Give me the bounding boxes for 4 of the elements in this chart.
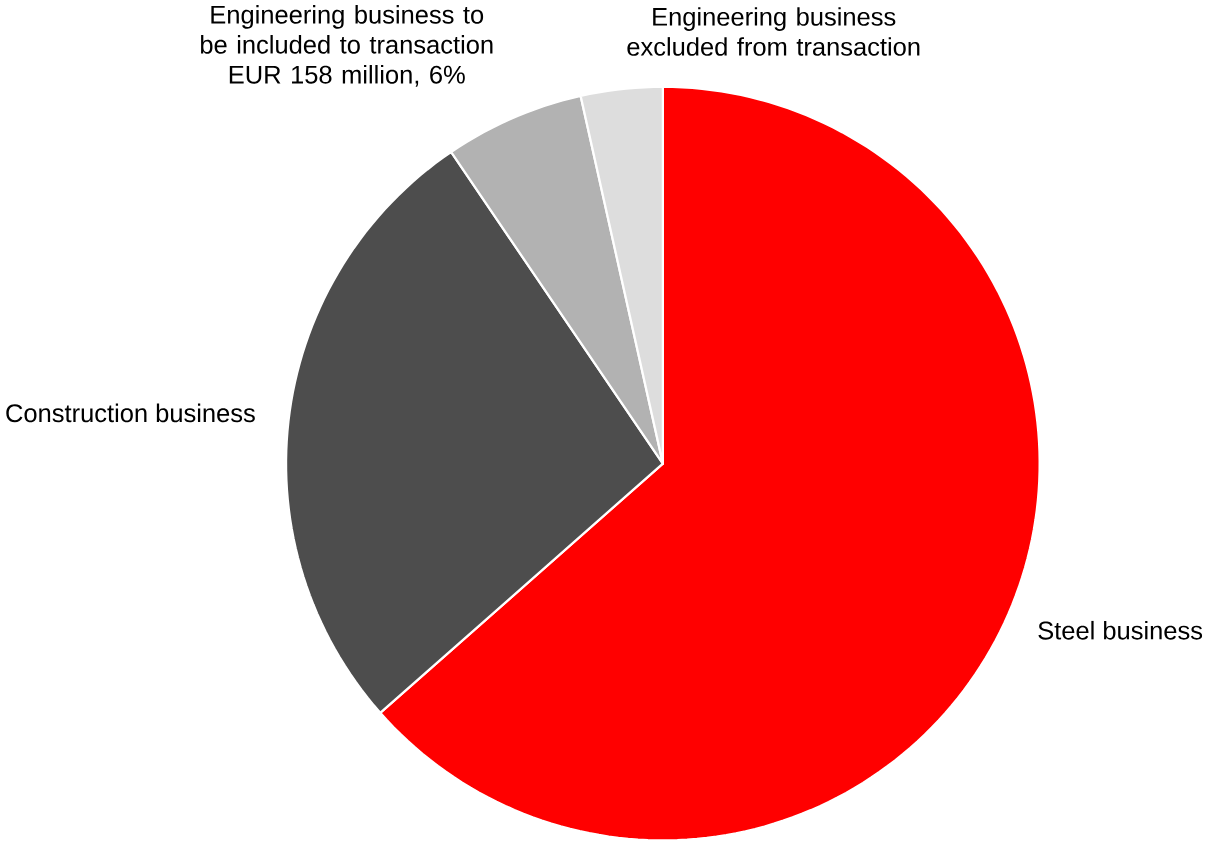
slice-label: Engineering business to be included to transaction EUR 158 million, 6% [201,5,493,87]
slice-label: Construction business [6,403,255,423]
slice-label: Engineering business excluded from transaction [627,7,920,57]
slice-label: Steel business [1038,621,1203,640]
